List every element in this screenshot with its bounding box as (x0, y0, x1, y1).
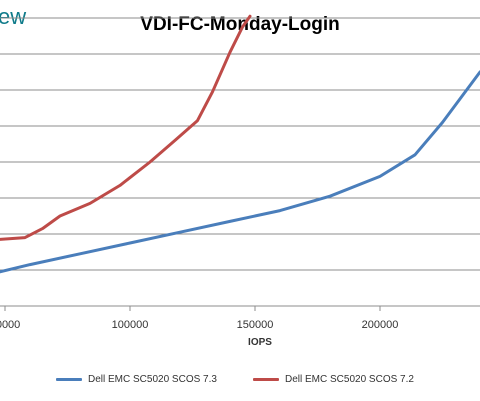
series-lines (0, 14, 480, 274)
legend-item-series-1: Dell EMC SC5020 SCOS 7.3 (56, 374, 217, 385)
x-axis-label: IOPS (248, 337, 272, 348)
legend-swatch (56, 378, 82, 381)
brand-logo-fragment: ew (0, 4, 27, 29)
legend-swatch (253, 378, 279, 381)
x-tick-label: 100000 (112, 319, 149, 331)
series-line-2 (0, 14, 252, 241)
x-tick-label: 150000 (237, 319, 274, 331)
legend-item-series-2: Dell EMC SC5020 SCOS 7.2 (253, 374, 414, 385)
chart-title: VDI-FC-Monday-Login (140, 14, 340, 35)
series-line-1 (0, 70, 480, 274)
legend-label: Dell EMC SC5020 SCOS 7.3 (88, 374, 217, 385)
legend: Dell EMC SC5020 SCOS 7.3 Dell EMC SC5020… (0, 374, 480, 390)
gridlines (0, 17, 480, 307)
x-tick-label: 200000 (362, 319, 399, 331)
legend-label: Dell EMC SC5020 SCOS 7.2 (285, 374, 414, 385)
x-tick-label: 50000 (0, 319, 20, 331)
x-tick-labels: 50000 100000 150000 200000 (0, 306, 398, 331)
